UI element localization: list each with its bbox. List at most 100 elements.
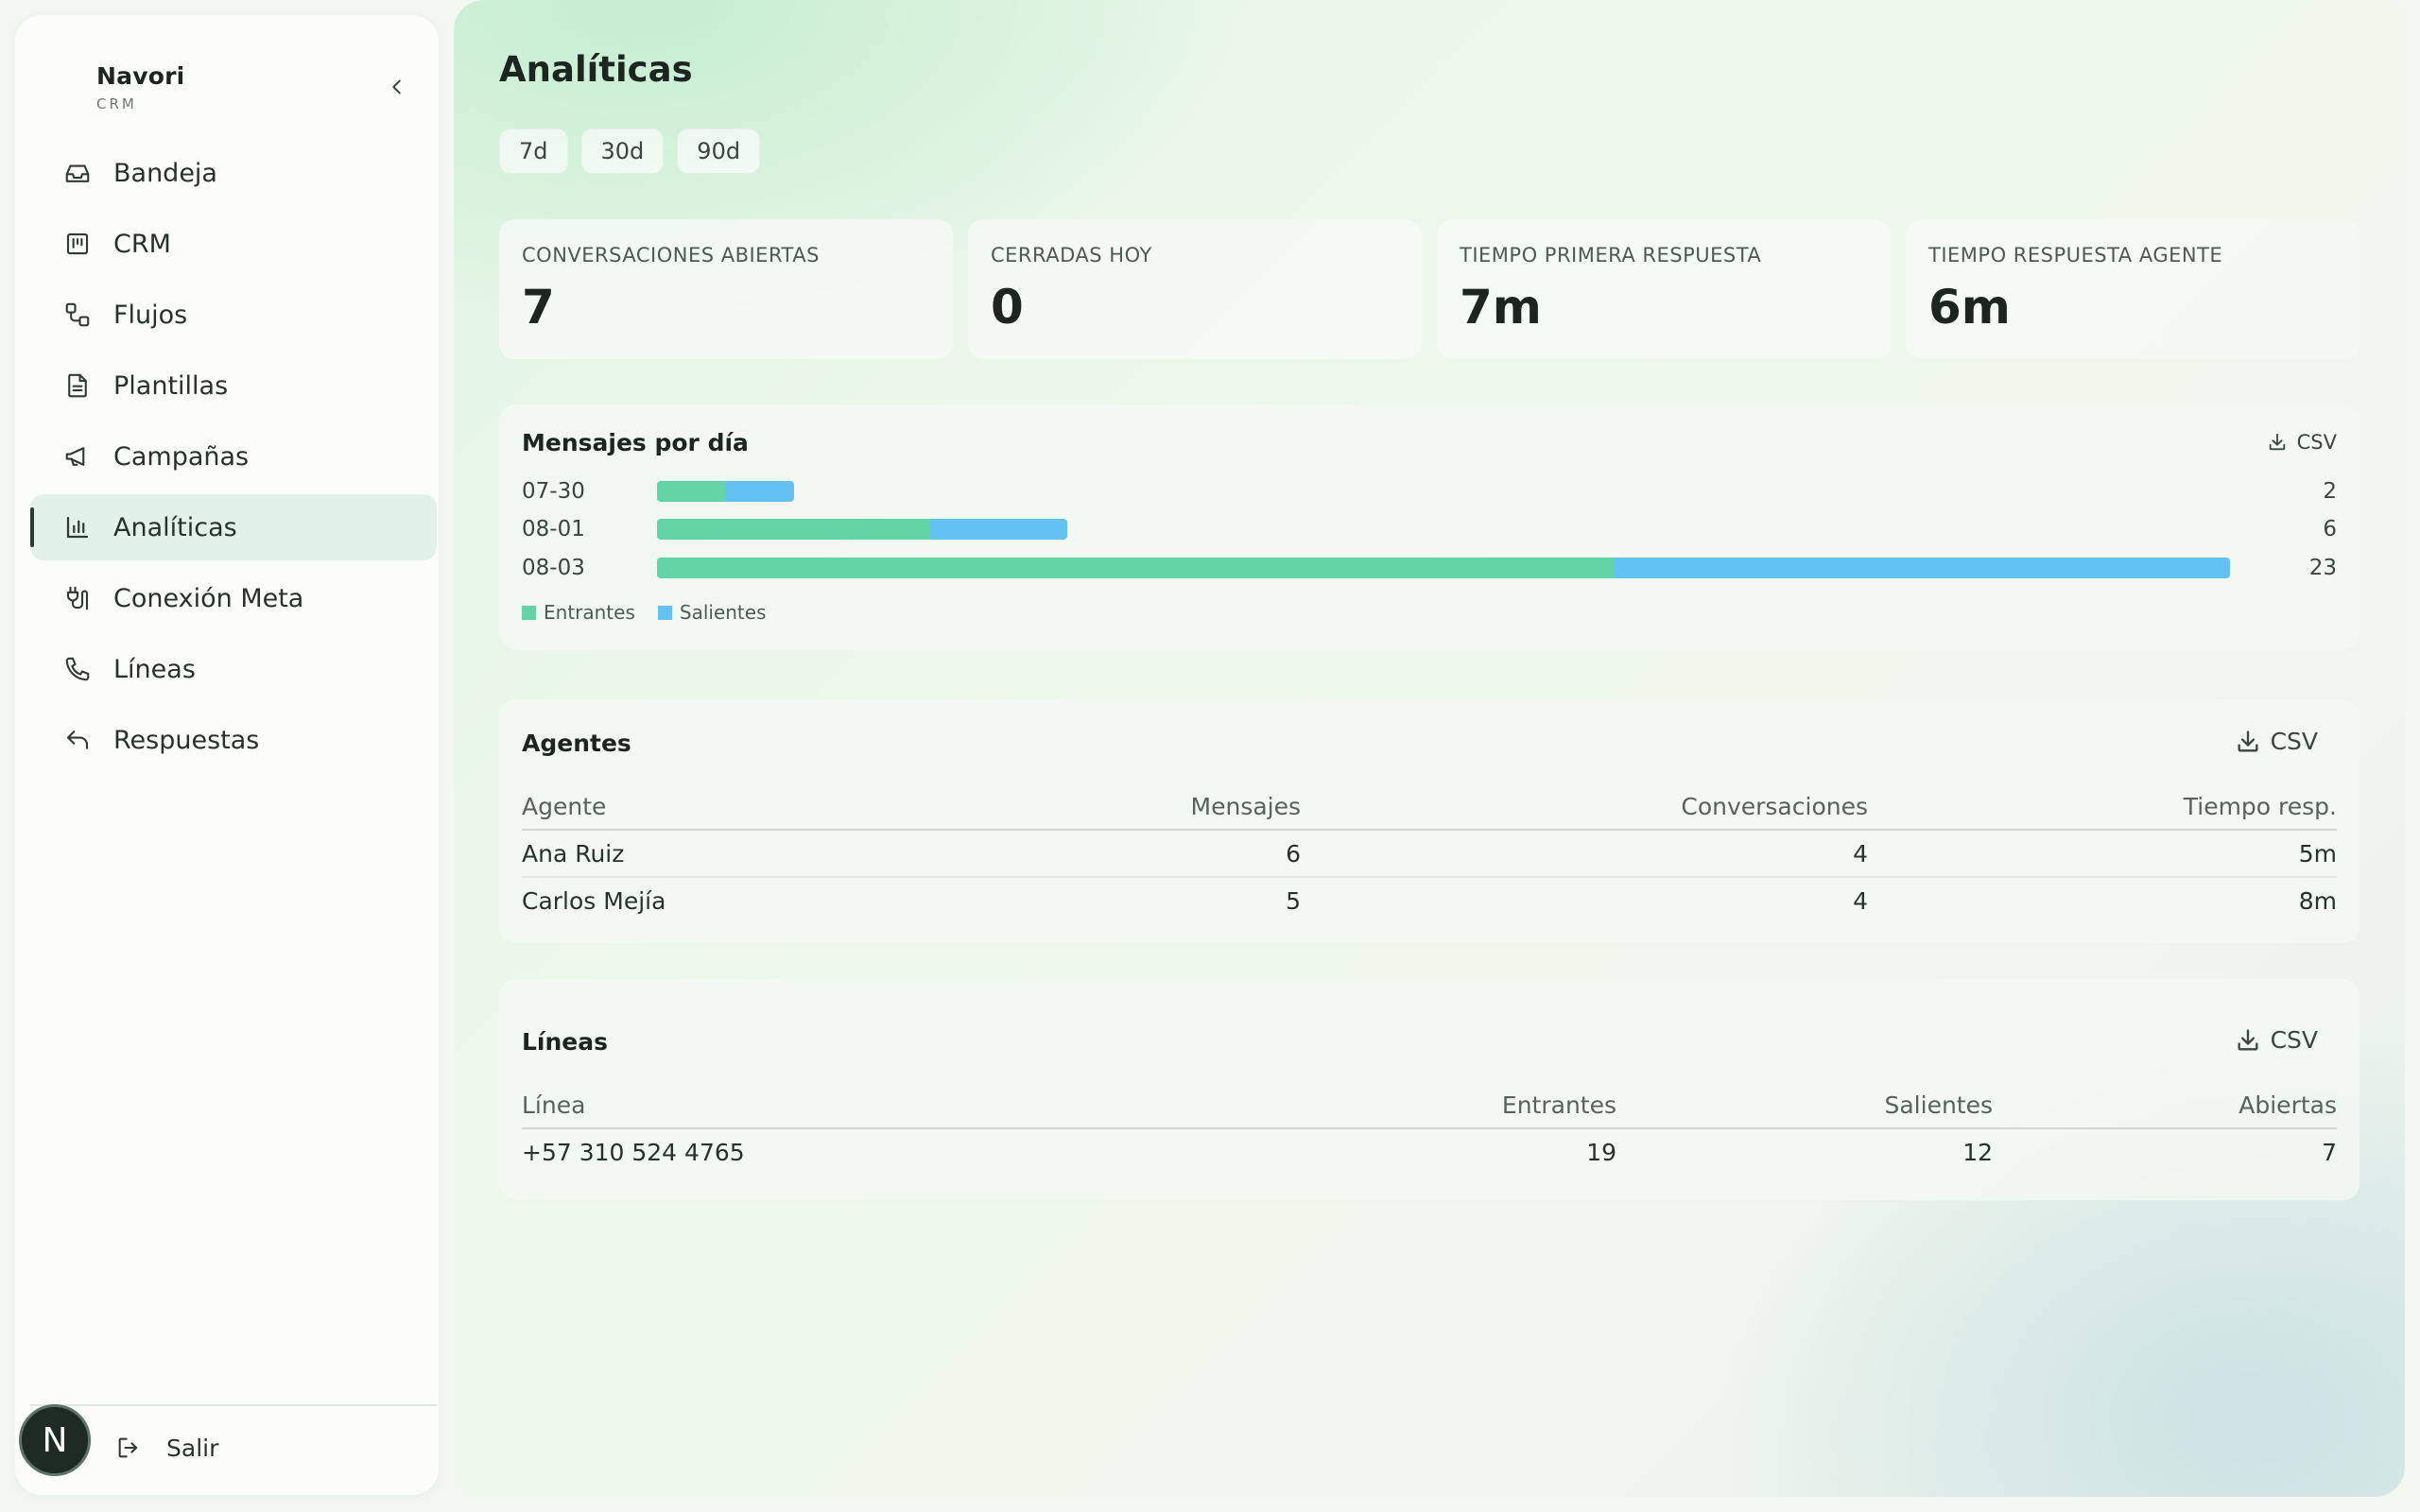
table-cell: +57 310 524 4765 bbox=[522, 1139, 745, 1166]
column-header: Abiertas bbox=[1993, 1083, 2337, 1129]
lines-card: Líneas CSV Línea Entrantes Salientes Abi… bbox=[499, 979, 2360, 1200]
column-header: Entrantes bbox=[1354, 1083, 1616, 1129]
download-icon bbox=[2235, 1027, 2261, 1054]
agents-table: Agente Mensajes Conversaciones Tiempo re… bbox=[522, 784, 2337, 924]
card-title: Agentes bbox=[522, 730, 631, 757]
column-header: Salientes bbox=[1616, 1083, 1993, 1129]
range-90d-button[interactable]: 90d bbox=[677, 129, 761, 174]
workflow-icon bbox=[62, 300, 93, 330]
table-cell: 5m bbox=[1868, 830, 2337, 878]
chart-bar bbox=[657, 481, 794, 502]
table-cell: Carlos Mejía bbox=[522, 887, 666, 915]
agents-card: Agentes CSV Agente Mensajes Conversacion… bbox=[499, 699, 2360, 943]
csv-download-button[interactable]: CSV bbox=[2235, 728, 2318, 755]
inbox-icon bbox=[62, 158, 93, 188]
kpi-card-agent-response-time: TIEMPO RESPUESTA AGENTE 6m bbox=[1906, 219, 2360, 359]
sidebar-item-bandeja[interactable]: Bandeja bbox=[30, 140, 437, 206]
kpi-value: 7 bbox=[522, 280, 555, 335]
megaphone-icon bbox=[62, 441, 93, 472]
logout-button[interactable]: Salir bbox=[115, 1433, 218, 1463]
table-cell: 5 bbox=[1286, 887, 1301, 915]
chart-total-label: 23 bbox=[2308, 556, 2337, 580]
sidebar: Navori CRM Bandeja CRM Flujos bbox=[15, 15, 439, 1495]
legend-label: Entrantes bbox=[544, 601, 635, 624]
kanban-icon bbox=[62, 229, 93, 259]
legend-label: Salientes bbox=[679, 601, 767, 624]
table-cell: 12 bbox=[1962, 1139, 1993, 1166]
table-row: Ana Ruiz 6 4 5m bbox=[522, 830, 2337, 878]
chart-legend: Entrantes Salientes bbox=[522, 601, 789, 624]
file-text-icon bbox=[62, 370, 93, 401]
brand: Navori CRM bbox=[96, 62, 184, 112]
chart-bar bbox=[657, 558, 2230, 578]
sidebar-item-plantillas[interactable]: Plantillas bbox=[30, 352, 437, 419]
range-30d-button[interactable]: 30d bbox=[580, 129, 665, 174]
column-header: Tiempo resp. bbox=[1868, 784, 2337, 831]
kpi-label: CERRADAS HOY bbox=[991, 244, 1152, 266]
table-row: Carlos Mejía 5 4 8m bbox=[522, 877, 2337, 924]
range-7d-button[interactable]: 7d bbox=[499, 129, 568, 174]
csv-download-button[interactable]: CSV bbox=[2235, 1026, 2318, 1054]
sidebar-item-respuestas[interactable]: Respuestas bbox=[30, 707, 437, 773]
reply-icon bbox=[62, 725, 93, 755]
sidebar-item-lineas[interactable]: Líneas bbox=[30, 636, 437, 702]
avatar[interactable]: N bbox=[19, 1404, 91, 1476]
chart-bar-incoming bbox=[657, 558, 1615, 578]
kpi-value: 7m bbox=[1460, 280, 1542, 335]
csv-download-button[interactable]: CSV bbox=[2267, 431, 2337, 454]
main-panel: Analíticas 7d 30d 90d CONVERSACIONES ABI… bbox=[454, 0, 2405, 1497]
chart-bar-incoming bbox=[657, 519, 931, 540]
download-icon bbox=[2267, 432, 2288, 453]
csv-label: CSV bbox=[2270, 1026, 2318, 1054]
legend-swatch bbox=[522, 605, 536, 620]
kpi-value: 6m bbox=[1928, 280, 2011, 335]
sidebar-item-label: Analíticas bbox=[113, 512, 237, 542]
kpi-label: TIEMPO PRIMERA RESPUESTA bbox=[1460, 244, 1762, 266]
sidebar-item-flujos[interactable]: Flujos bbox=[30, 282, 437, 348]
table-cell: 19 bbox=[1586, 1139, 1616, 1166]
download-icon bbox=[2235, 729, 2261, 755]
table-cell: 8m bbox=[2298, 887, 2337, 915]
sidebar-item-label: CRM bbox=[113, 229, 171, 259]
log-out-icon bbox=[115, 1433, 146, 1463]
sidebar-item-crm[interactable]: CRM bbox=[30, 211, 437, 277]
sidebar-item-conexion-meta[interactable]: Conexión Meta bbox=[30, 565, 437, 631]
sidebar-item-campanas[interactable]: Campañas bbox=[30, 423, 437, 490]
column-header: Línea bbox=[522, 1083, 1354, 1129]
chart-category-label: 08-01 bbox=[522, 517, 585, 541]
table-cell: 7 bbox=[2322, 1139, 2337, 1166]
chart-bar-outgoing bbox=[930, 519, 1068, 540]
chevron-left-icon bbox=[392, 79, 401, 94]
chart-total-label: 2 bbox=[2323, 479, 2337, 504]
lines-table: Línea Entrantes Salientes Abiertas +57 3… bbox=[522, 1083, 2337, 1176]
table-cell: 4 bbox=[1301, 830, 1868, 878]
legend-item-incoming: Entrantes bbox=[522, 601, 635, 624]
card-title: Líneas bbox=[522, 1028, 609, 1056]
kpi-card-closed-today: CERRADAS HOY 0 bbox=[968, 219, 1422, 359]
table-cell: 4 bbox=[1853, 887, 1868, 915]
card-title: Mensajes por día bbox=[522, 429, 749, 456]
sidebar-item-label: Líneas bbox=[113, 654, 196, 684]
range-tabs: 7d 30d 90d bbox=[499, 129, 773, 174]
table-cell: Ana Ruiz bbox=[522, 830, 1051, 878]
sidebar-nav: Bandeja CRM Flujos Plantillas Campañas bbox=[30, 140, 437, 778]
table-header-row: Agente Mensajes Conversaciones Tiempo re… bbox=[522, 784, 2337, 831]
kpi-label: CONVERSACIONES ABIERTAS bbox=[522, 244, 820, 266]
table-header-row: Línea Entrantes Salientes Abiertas bbox=[522, 1083, 2337, 1129]
chart-row: 08-03 23 bbox=[522, 554, 2337, 582]
brand-name: Navori bbox=[96, 62, 185, 90]
column-header: Mensajes bbox=[1051, 784, 1301, 831]
sidebar-item-analiticas[interactable]: Analíticas bbox=[30, 494, 437, 560]
sidebar-item-label: Respuestas bbox=[113, 725, 260, 755]
chart-row: 07-30 2 bbox=[522, 477, 2337, 506]
chart-total-label: 6 bbox=[2323, 517, 2337, 541]
sidebar-item-label: Flujos bbox=[113, 300, 188, 330]
sidebar-item-label: Campañas bbox=[113, 441, 250, 472]
legend-swatch bbox=[657, 605, 672, 620]
collapse-sidebar-button[interactable] bbox=[380, 70, 414, 104]
logout-label: Salir bbox=[166, 1434, 219, 1462]
legend-item-outgoing: Salientes bbox=[657, 601, 767, 624]
chart-bar-incoming bbox=[657, 481, 726, 502]
page-title: Analíticas bbox=[499, 49, 693, 90]
bar-chart-icon bbox=[62, 512, 93, 542]
